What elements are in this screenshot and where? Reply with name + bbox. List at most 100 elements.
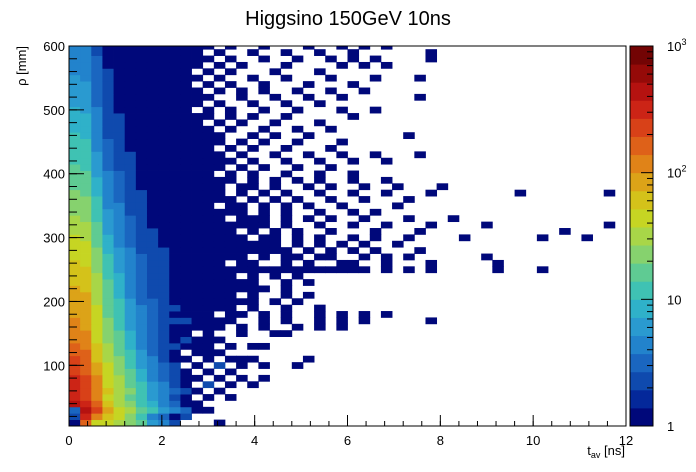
heatmap-cell	[102, 215, 114, 223]
heatmap-cell	[314, 266, 326, 274]
heatmap-cell	[124, 362, 137, 369]
heatmap-cell	[158, 176, 170, 184]
heatmap-cell	[91, 55, 103, 63]
heatmap-cell	[224, 304, 237, 312]
heatmap-cell	[369, 151, 382, 159]
heatmap-cell	[146, 189, 159, 197]
y-axis: 100 200 300 400 500 600	[43, 39, 84, 417]
heatmap-cell	[202, 368, 215, 376]
heatmap-cell	[224, 394, 237, 401]
heatmap-cell	[146, 394, 159, 401]
heatmap-cell	[124, 87, 137, 95]
heatmap-cell	[536, 266, 549, 274]
heatmap-cell	[69, 151, 81, 159]
heatmap-cell	[191, 272, 204, 280]
heatmap-cell	[113, 164, 126, 171]
heatmap-cell	[102, 374, 114, 382]
heatmap-cell	[247, 100, 259, 108]
heatmap-cell	[236, 202, 248, 210]
heatmap-cell	[91, 183, 103, 191]
heatmap-cell	[91, 368, 103, 376]
heatmap-cell	[146, 419, 159, 427]
heatmap-cell	[258, 240, 270, 248]
heatmap-cell	[258, 55, 270, 63]
heatmap-cell	[336, 266, 348, 274]
heatmap-cell	[224, 279, 237, 286]
heatmap-cell	[69, 368, 81, 376]
heatmap-cell	[158, 164, 170, 171]
heatmap-cell	[135, 355, 148, 363]
x-axis-label: tav [ns]	[587, 443, 625, 460]
heatmap-cell	[247, 304, 259, 312]
heatmap-cell	[146, 49, 159, 56]
heatmap-cell	[158, 144, 170, 152]
heatmap-cell	[135, 157, 148, 165]
heatmap-cell	[213, 387, 226, 395]
heatmap-cell	[69, 279, 81, 286]
heatmap-cell	[169, 196, 181, 203]
heatmap-cell	[302, 355, 315, 363]
heatmap-cell	[169, 87, 181, 95]
heatmap-cell	[236, 87, 248, 95]
heatmap-cell	[191, 349, 204, 357]
heatmap-cell	[91, 266, 103, 274]
heatmap-cell	[425, 189, 438, 197]
heatmap-cell	[91, 151, 103, 159]
heatmap-cell	[180, 253, 192, 261]
heatmap-cell	[146, 342, 159, 350]
heatmap-cell	[291, 266, 304, 274]
heatmap-cell	[146, 74, 159, 82]
heatmap-cell	[169, 106, 181, 114]
heatmap-cell	[69, 291, 81, 299]
heatmap-cell	[80, 291, 92, 299]
heatmap-cell	[269, 330, 282, 337]
heatmap-cell	[369, 208, 382, 216]
heatmap-cell	[135, 400, 148, 408]
heatmap-cell	[135, 285, 148, 293]
colorbar-tick-base: 10	[667, 292, 681, 307]
heatmap-cell	[91, 311, 103, 318]
heatmap-cell	[213, 349, 226, 357]
heatmap-cell	[135, 419, 148, 427]
heatmap-cell	[124, 400, 137, 408]
heatmap-cell	[169, 330, 181, 337]
heatmap-cell	[358, 61, 371, 69]
heatmap-cell	[102, 106, 114, 114]
heatmap-cell	[247, 381, 259, 389]
colorbar-band	[630, 389, 653, 409]
heatmap-cell	[158, 68, 170, 76]
heatmap-cell	[414, 93, 426, 101]
heatmap-cell	[392, 183, 404, 191]
heatmap-cell	[135, 170, 148, 178]
heatmap-cell	[80, 394, 92, 401]
heatmap-cell	[80, 138, 92, 146]
heatmap-cell	[191, 374, 204, 382]
heatmap-cell	[158, 81, 170, 88]
heatmap-cell	[280, 113, 293, 120]
heatmap-cell	[113, 330, 126, 337]
heatmap-cell	[69, 419, 81, 427]
heatmap-cell	[91, 400, 103, 408]
heatmap-cell	[91, 119, 103, 127]
heatmap-cell	[314, 157, 326, 165]
heatmap-cell	[213, 49, 226, 56]
heatmap-cell	[113, 176, 126, 184]
heatmap-cell	[69, 189, 81, 197]
heatmap-cell	[102, 132, 114, 140]
heatmap-cell	[135, 106, 148, 114]
heatmap-cell	[102, 157, 114, 165]
heatmap-cell	[102, 144, 114, 152]
heatmap-cell	[91, 279, 103, 286]
heatmap-cell	[280, 259, 293, 267]
colorbar-tick-label: 102	[667, 164, 686, 181]
heatmap-cell	[169, 355, 181, 363]
heatmap-cell	[102, 74, 114, 82]
heatmap-cell	[124, 68, 137, 76]
heatmap-cell	[135, 81, 148, 88]
heatmap-cell	[80, 74, 92, 82]
heatmap-cell	[169, 419, 181, 427]
heatmap-cell	[135, 100, 148, 108]
heatmap-cell	[135, 125, 148, 133]
heatmap-cell	[191, 157, 204, 165]
heatmap-cell	[135, 394, 148, 401]
